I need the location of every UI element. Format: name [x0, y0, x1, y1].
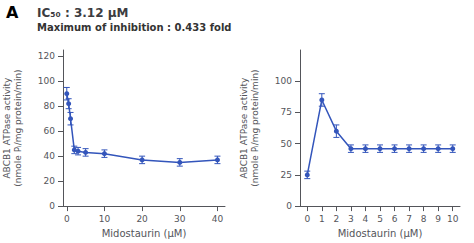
svg-text:75: 75: [281, 107, 292, 117]
svg-text:ABCB1 ATPase activity: ABCB1 ATPase activity: [239, 77, 249, 179]
svg-text:30: 30: [174, 214, 186, 224]
svg-text:80: 80: [44, 101, 56, 111]
svg-text:4: 4: [363, 214, 369, 224]
svg-text:2: 2: [333, 214, 339, 224]
svg-text:0: 0: [49, 201, 55, 211]
svg-text:25: 25: [281, 170, 292, 180]
svg-text:20: 20: [136, 214, 148, 224]
svg-text:20: 20: [44, 176, 56, 186]
svg-text:40: 40: [44, 151, 56, 161]
svg-text:50: 50: [281, 139, 293, 149]
svg-text:6: 6: [392, 214, 398, 224]
svg-text:0: 0: [304, 214, 310, 224]
svg-text:8: 8: [421, 214, 427, 224]
svg-text:120: 120: [38, 51, 55, 61]
svg-text:Midostaurin (μM): Midostaurin (μM): [102, 228, 187, 239]
svg-text:10: 10: [447, 214, 459, 224]
svg-text:60: 60: [44, 126, 56, 136]
svg-text:A: A: [6, 3, 19, 22]
svg-text:100: 100: [275, 76, 292, 86]
svg-text:1: 1: [319, 214, 325, 224]
svg-text:9: 9: [435, 214, 441, 224]
svg-text:10: 10: [99, 214, 111, 224]
svg-text:Maximum of inhibition : 0.433: Maximum of inhibition : 0.433 fold: [37, 22, 231, 33]
svg-text:0: 0: [286, 201, 292, 211]
svg-text:0: 0: [64, 214, 70, 224]
svg-text:7: 7: [406, 214, 412, 224]
svg-text:ABCB1 ATPase activity: ABCB1 ATPase activity: [2, 77, 12, 179]
svg-text:5: 5: [377, 214, 383, 224]
svg-text:(nmole Pᵢ/mg protein/min): (nmole Pᵢ/mg protein/min): [13, 69, 23, 186]
svg-text:100: 100: [38, 76, 55, 86]
svg-text:3: 3: [348, 214, 354, 224]
svg-text:Midostaurin (μM): Midostaurin (μM): [338, 228, 423, 239]
svg-text:IC₅₀ : 3.12 μM: IC₅₀ : 3.12 μM: [37, 6, 129, 20]
svg-text:(nmole Pᵢ/mg protein/min): (nmole Pᵢ/mg protein/min): [250, 69, 260, 186]
svg-text:40: 40: [212, 214, 224, 224]
